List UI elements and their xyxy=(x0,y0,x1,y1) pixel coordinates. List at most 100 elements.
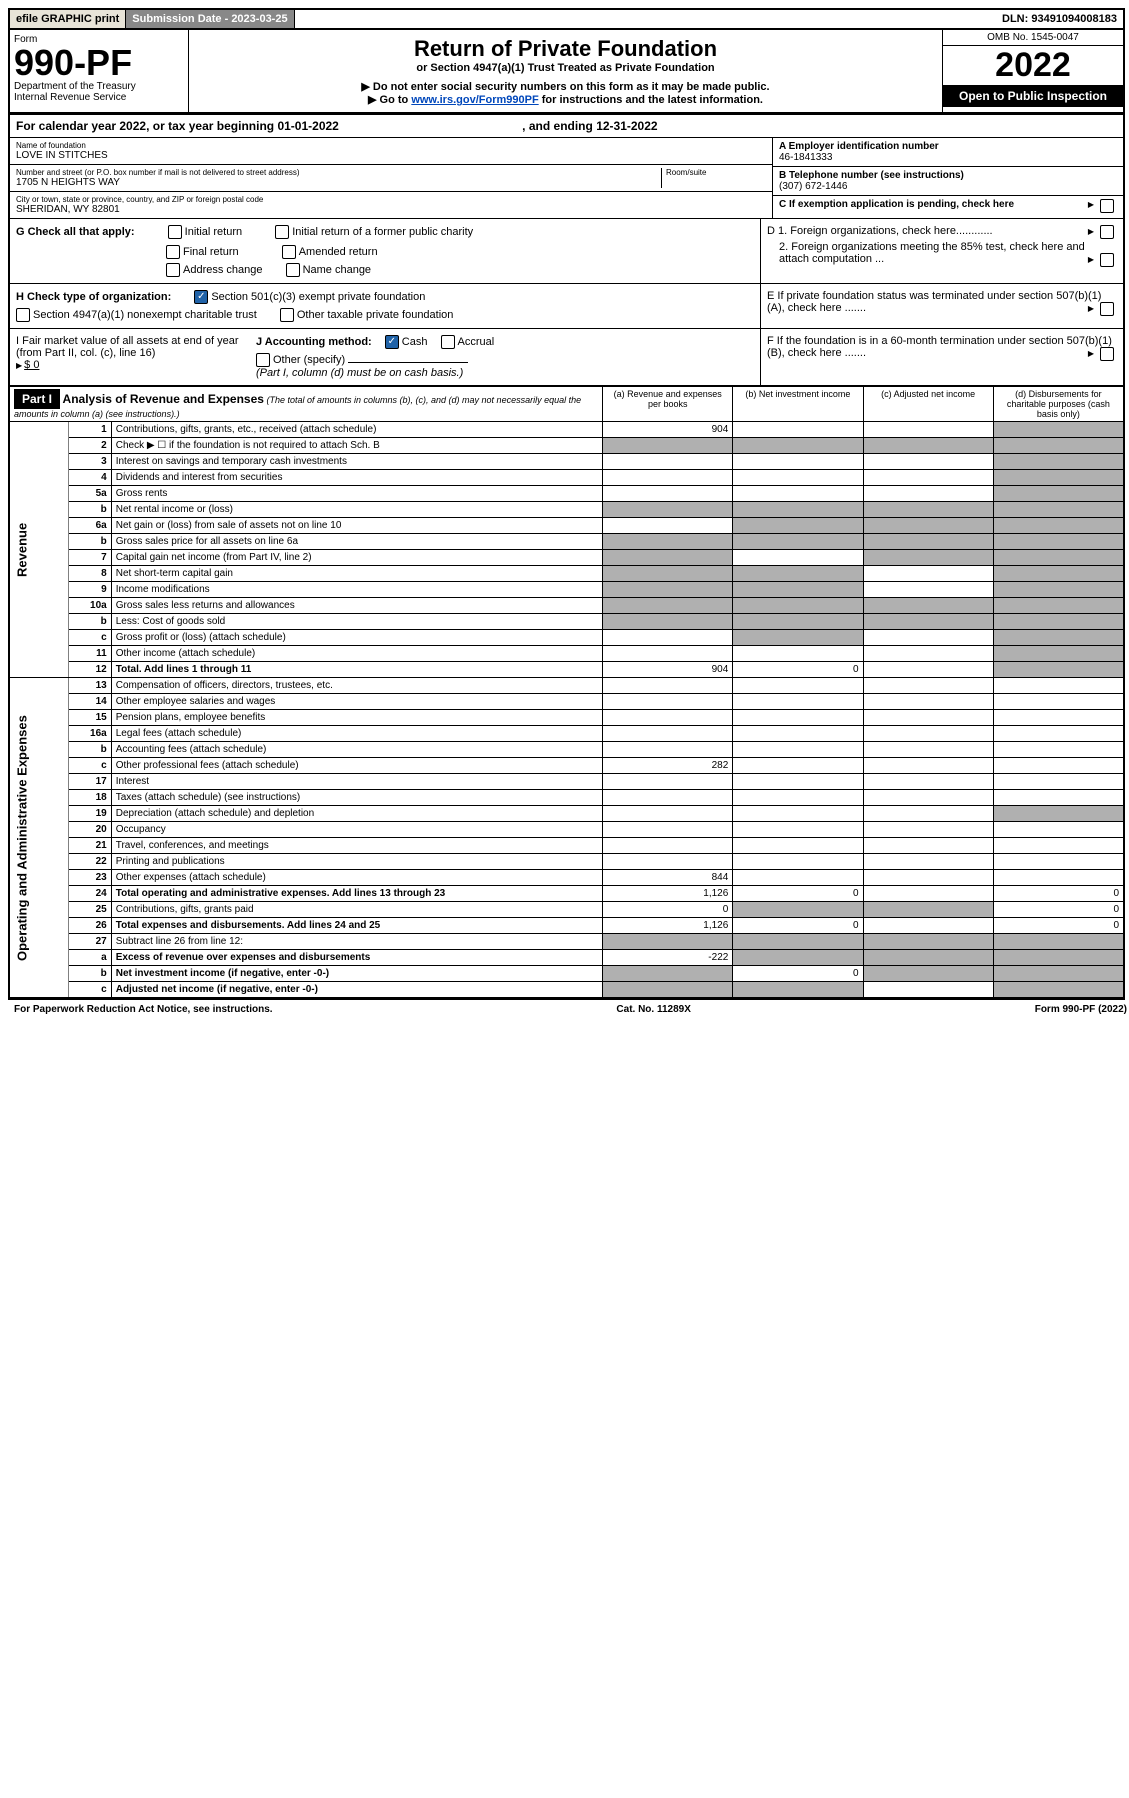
expenses-side-label: Operating and Administrative Expenses xyxy=(10,678,69,998)
table-row: 19Depreciation (attach schedule) and dep… xyxy=(10,806,1123,822)
g-amended-checkbox[interactable] xyxy=(282,245,296,259)
cell-col-a xyxy=(603,438,733,454)
g-initial-former-checkbox[interactable] xyxy=(275,225,289,239)
row-description: Total operating and administrative expen… xyxy=(111,886,602,902)
e-checkbox[interactable] xyxy=(1100,302,1114,316)
f-checkbox[interactable] xyxy=(1100,347,1114,361)
g-name-checkbox[interactable] xyxy=(286,263,300,277)
h-501c3: Section 501(c)(3) exempt private foundat… xyxy=(211,291,425,303)
cell-col-c xyxy=(863,678,993,694)
h-label: H Check type of organization: xyxy=(16,291,171,303)
cell-col-a xyxy=(603,966,733,982)
c-arrow xyxy=(1088,199,1096,210)
cell-col-d xyxy=(993,630,1123,646)
cell-col-c xyxy=(863,790,993,806)
row-number: b xyxy=(69,502,112,518)
row-description: Pension plans, employee benefits xyxy=(111,710,602,726)
g-amended: Amended return xyxy=(299,246,378,258)
table-row: aExcess of revenue over expenses and dis… xyxy=(10,950,1123,966)
j-cash: Cash xyxy=(402,336,428,348)
row-description: Other expenses (attach schedule) xyxy=(111,870,602,886)
row-description: Contributions, gifts, grants paid xyxy=(111,902,602,918)
d1-checkbox[interactable] xyxy=(1100,225,1114,239)
part1-label: Part I xyxy=(14,389,60,409)
part1-title: Analysis of Revenue and Expenses xyxy=(63,392,264,406)
table-row: 11Other income (attach schedule) xyxy=(10,646,1123,662)
top-bar: efile GRAPHIC print Submission Date - 20… xyxy=(10,10,1123,30)
j-cash-checkbox[interactable] xyxy=(385,335,399,349)
c-checkbox[interactable] xyxy=(1100,199,1114,213)
cell-col-b xyxy=(733,758,863,774)
irs-label: Internal Revenue Service xyxy=(14,92,184,103)
cell-col-c xyxy=(863,438,993,454)
cell-col-b xyxy=(733,822,863,838)
cell-col-c xyxy=(863,582,993,598)
row-number: 23 xyxy=(69,870,112,886)
cell-col-b xyxy=(733,518,863,534)
row-description: Printing and publications xyxy=(111,854,602,870)
cell-col-d xyxy=(993,486,1123,502)
row-number: 26 xyxy=(69,918,112,934)
row-description: Total expenses and disbursements. Add li… xyxy=(111,918,602,934)
g-initial-checkbox[interactable] xyxy=(168,225,182,239)
table-row: 9Income modifications xyxy=(10,582,1123,598)
cell-col-a xyxy=(603,646,733,662)
row-number: 27 xyxy=(69,934,112,950)
table-row: 22Printing and publications xyxy=(10,854,1123,870)
cell-col-a xyxy=(603,982,733,998)
d2-label: 2. Foreign organizations meeting the 85%… xyxy=(779,241,1085,265)
row-description: Other employee salaries and wages xyxy=(111,694,602,710)
table-row: bNet rental income or (loss) xyxy=(10,502,1123,518)
page-footer: For Paperwork Reduction Act Notice, see … xyxy=(8,1000,1129,1019)
cell-col-b xyxy=(733,566,863,582)
table-row: cGross profit or (loss) (attach schedule… xyxy=(10,630,1123,646)
irs-link[interactable]: www.irs.gov/Form990PF xyxy=(411,94,538,106)
cell-col-c xyxy=(863,870,993,886)
col-d-header: (d) Disbursements for charitable purpose… xyxy=(993,387,1123,422)
dln-label: DLN: 93491094008183 xyxy=(996,10,1123,28)
cell-col-d xyxy=(993,470,1123,486)
cell-col-a xyxy=(603,694,733,710)
cell-col-d xyxy=(993,870,1123,886)
table-row: 7Capital gain net income (from Part IV, … xyxy=(10,550,1123,566)
row-number: 3 xyxy=(69,454,112,470)
cell-col-c xyxy=(863,694,993,710)
foundation-addr: 1705 N HEIGHTS WAY xyxy=(16,177,661,188)
cell-col-b xyxy=(733,422,863,438)
cell-col-a: 1,126 xyxy=(603,886,733,902)
cell-col-c xyxy=(863,614,993,630)
h-other-checkbox[interactable] xyxy=(280,308,294,322)
h-4947-checkbox[interactable] xyxy=(16,308,30,322)
g-address-checkbox[interactable] xyxy=(166,263,180,277)
table-row: 6aNet gain or (loss) from sale of assets… xyxy=(10,518,1123,534)
row-number: b xyxy=(69,742,112,758)
cell-col-b xyxy=(733,486,863,502)
g-final-checkbox[interactable] xyxy=(166,245,180,259)
d2-checkbox[interactable] xyxy=(1100,253,1114,267)
cell-col-d xyxy=(993,806,1123,822)
row-number: 22 xyxy=(69,854,112,870)
h-4947: Section 4947(a)(1) nonexempt charitable … xyxy=(33,309,257,321)
efile-button[interactable]: efile GRAPHIC print xyxy=(10,10,126,28)
cell-col-c xyxy=(863,742,993,758)
g-name: Name change xyxy=(303,264,372,276)
cell-col-c xyxy=(863,534,993,550)
row-number: b xyxy=(69,614,112,630)
cell-col-d xyxy=(993,454,1123,470)
cell-col-d: 0 xyxy=(993,902,1123,918)
row-number: c xyxy=(69,758,112,774)
cell-col-d xyxy=(993,662,1123,678)
h-501c3-checkbox[interactable] xyxy=(194,290,208,304)
j-other-checkbox[interactable] xyxy=(256,353,270,367)
city-label: City or town, state or province, country… xyxy=(16,195,766,204)
cell-col-c xyxy=(863,822,993,838)
row-description: Contributions, gifts, grants, etc., rece… xyxy=(111,422,602,438)
row-number: a xyxy=(69,950,112,966)
j-accrual-checkbox[interactable] xyxy=(441,335,455,349)
form-990pf: efile GRAPHIC print Submission Date - 20… xyxy=(8,8,1125,1000)
cell-col-a xyxy=(603,518,733,534)
j-other: Other (specify) xyxy=(273,354,345,366)
row-description: Subtract line 26 from line 12: xyxy=(111,934,602,950)
row-description: Adjusted net income (if negative, enter … xyxy=(111,982,602,998)
cell-col-d xyxy=(993,822,1123,838)
